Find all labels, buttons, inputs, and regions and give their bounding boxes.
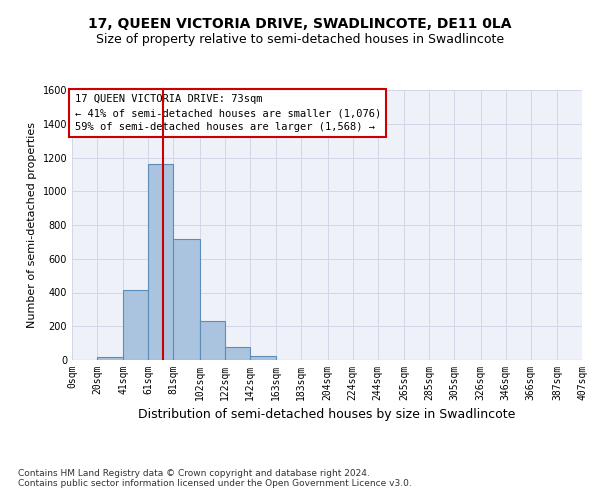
Y-axis label: Number of semi-detached properties: Number of semi-detached properties xyxy=(27,122,37,328)
Text: Contains HM Land Registry data © Crown copyright and database right 2024.: Contains HM Land Registry data © Crown c… xyxy=(18,468,370,477)
Text: Contains public sector information licensed under the Open Government Licence v3: Contains public sector information licen… xyxy=(18,478,412,488)
Bar xyxy=(225,348,250,360)
Text: 17, QUEEN VICTORIA DRIVE, SWADLINCOTE, DE11 0LA: 17, QUEEN VICTORIA DRIVE, SWADLINCOTE, D… xyxy=(88,18,512,32)
Bar xyxy=(173,238,200,360)
Text: 17 QUEEN VICTORIA DRIVE: 73sqm
← 41% of semi-detached houses are smaller (1,076): 17 QUEEN VICTORIA DRIVE: 73sqm ← 41% of … xyxy=(74,94,381,132)
Bar xyxy=(97,356,124,360)
Bar xyxy=(124,290,148,360)
X-axis label: Distribution of semi-detached houses by size in Swadlincote: Distribution of semi-detached houses by … xyxy=(139,408,515,422)
Bar xyxy=(250,356,276,360)
Bar xyxy=(148,164,173,360)
Bar xyxy=(200,321,225,360)
Text: Size of property relative to semi-detached houses in Swadlincote: Size of property relative to semi-detach… xyxy=(96,32,504,46)
